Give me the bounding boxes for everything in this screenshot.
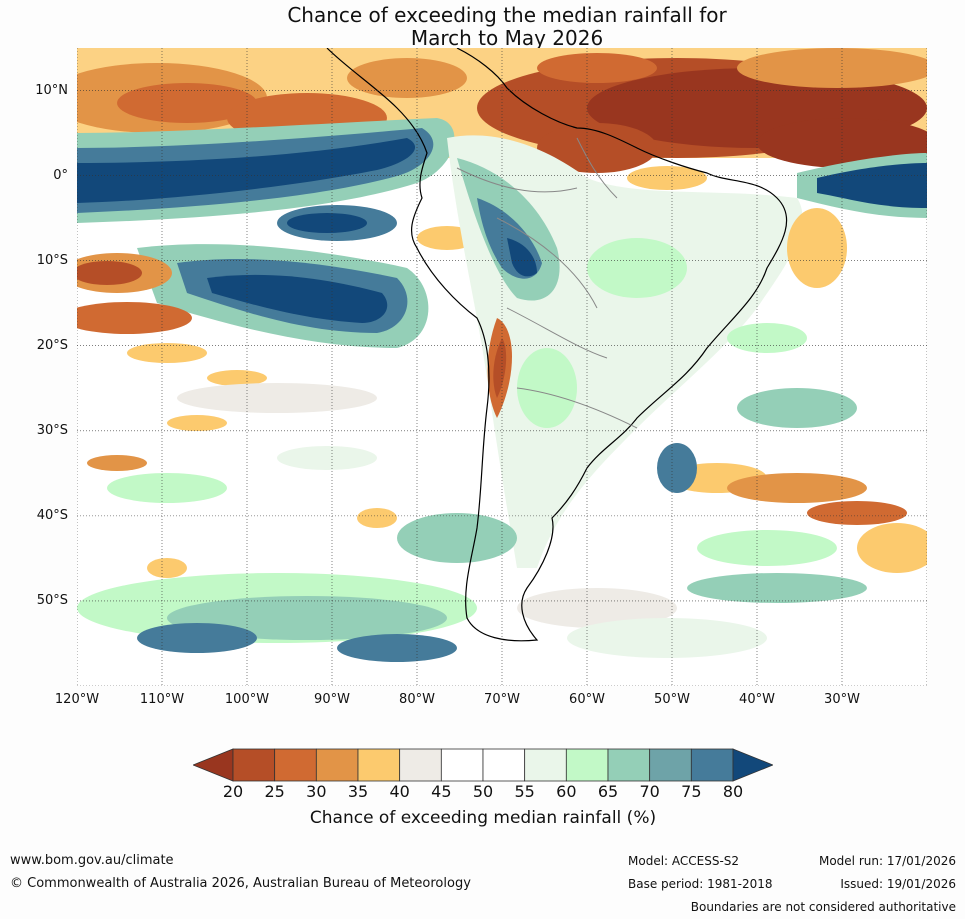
pacific-wet-band: [137, 205, 429, 348]
title-line-1: Chance of exceeding the median rainfall …: [287, 3, 727, 27]
colorbar-tick-label: 65: [597, 782, 619, 801]
colorbar-cell: [357, 748, 401, 782]
colorbar-tick-label: 25: [264, 782, 285, 801]
colorbar-cell: [649, 748, 692, 782]
issued-date: Issued: 19/01/2026: [840, 877, 956, 891]
longitude-label: 110°W: [139, 692, 185, 707]
latitude-label: 10°S: [36, 252, 68, 268]
colorbar: [193, 748, 773, 782]
colorbar-cell: [690, 748, 734, 782]
latitude-label: 0°: [53, 167, 68, 183]
base-period: Base period: 1981-2018: [628, 877, 773, 891]
longitude-label: 30°W: [824, 692, 860, 707]
colorbar-tick-label: 30: [306, 782, 327, 801]
longitude-label: 120°W: [54, 692, 100, 707]
colorbar-cell: [274, 748, 317, 782]
colorbar-tick-label: 40: [389, 782, 410, 801]
colorbar-cell: [232, 748, 276, 782]
southern-pacific-anomalies: [77, 383, 767, 662]
colorbar-tick-label: 70: [639, 782, 660, 801]
colorbar-cell: [524, 748, 567, 782]
colorbar-under-arrow: [193, 748, 234, 782]
colorbar-cell: [440, 748, 484, 782]
longitude-label: 70°W: [484, 692, 520, 707]
colorbar-cell: [565, 748, 609, 782]
colorbar-over-arrow: [732, 748, 773, 782]
colorbar-cell: [315, 748, 359, 782]
map-title: Chance of exceeding the median rainfall …: [0, 4, 965, 50]
colorbar-cell: [607, 748, 651, 782]
southwest-dry-patches: [77, 226, 477, 386]
model-name: Model: ACCESS-S2: [628, 854, 740, 868]
longitude-label: 50°W: [654, 692, 690, 707]
latitude-label: 20°S: [36, 337, 68, 353]
rainfall-map: [77, 48, 927, 686]
country-borders: [456, 137, 638, 429]
colorbar-cell: [399, 748, 442, 782]
longitude-label: 90°W: [314, 692, 350, 707]
continent-anomalies: [447, 135, 803, 568]
map-canvas: [77, 48, 927, 686]
boundaries-disclaimer: Boundaries are not considered authoritat…: [690, 900, 956, 914]
colorbar-tick-label: 75: [681, 782, 702, 801]
graticule: [77, 48, 927, 686]
colorbar-tick-label: 50: [472, 782, 494, 801]
longitude-label: 40°W: [739, 692, 775, 707]
colorbar-title: Chance of exceeding median rainfall (%): [309, 808, 657, 828]
latitude-label: 40°S: [36, 507, 68, 523]
longitude-label: 80°W: [399, 692, 435, 707]
colorbar-cell: [482, 748, 526, 782]
longitude-label: 60°W: [569, 692, 605, 707]
atlantic-anomalies: [657, 208, 927, 603]
colorbar-tick-label: 80: [722, 782, 744, 801]
copyright-text: © Commonwealth of Australia 2026, Austra…: [10, 876, 471, 891]
colorbar-tick-label: 45: [431, 782, 452, 801]
website-link[interactable]: www.bom.gov.au/climate: [10, 853, 174, 868]
title-line-2: March to May 2026: [410, 26, 604, 50]
colorbar-cells: [193, 748, 773, 782]
coastline: [326, 48, 788, 642]
longitude-label: 100°W: [224, 692, 270, 707]
equatorial-wet-band: [77, 118, 927, 223]
model-run-date: Model run: 17/01/2026: [818, 854, 956, 868]
latitude-label: 10°N: [35, 82, 68, 98]
latitude-label: 30°S: [36, 422, 68, 438]
colorbar-tick-label: 20: [222, 782, 244, 801]
colorbar-tick-label: 60: [556, 782, 577, 801]
latitude-label: 50°S: [36, 592, 68, 608]
colorbar-tick-label: 55: [514, 782, 535, 801]
colorbar-tick-label: 35: [347, 782, 369, 801]
